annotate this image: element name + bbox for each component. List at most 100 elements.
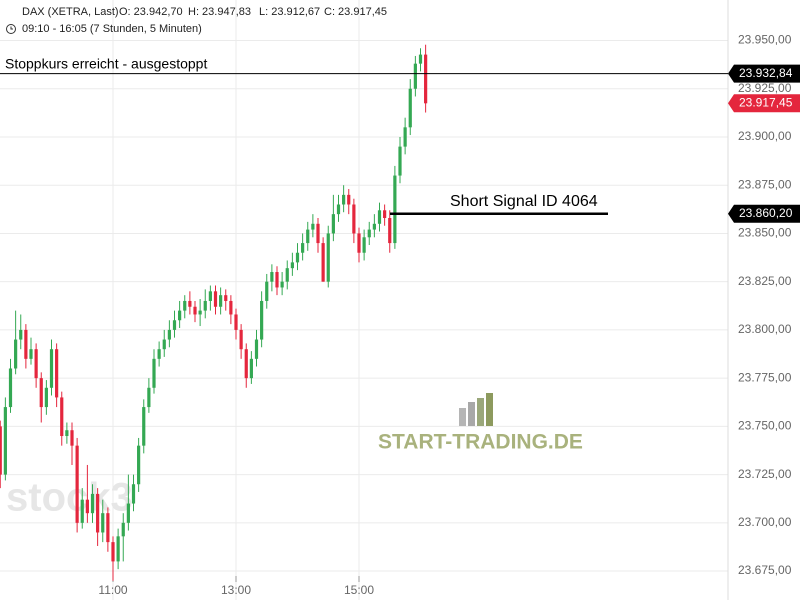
price-tag-label: 23.860,20 [739,206,793,220]
candle-body [85,499,89,514]
watermark-text: START-TRADING.DE [378,431,583,454]
y-tick-label: 23.875,00 [738,177,792,191]
x-tick-label: 15:00 [344,583,374,597]
candle-body [0,426,2,475]
candle-body [14,339,18,369]
watermark-logo [459,393,493,426]
candle-body [162,339,166,350]
candle-body [193,306,197,315]
candle-body [403,127,407,147]
clock-icon [6,24,16,34]
candle-body [101,513,105,533]
candle-body [29,349,33,359]
candle-body [178,310,182,321]
y-tick-label: 23.950,00 [738,33,792,47]
header-low: L: 23.912,67 [259,6,320,18]
candle-body [96,493,100,533]
candle-body [126,503,130,523]
candle-body [362,237,366,253]
candle-body [208,291,212,301]
candle-body [147,387,151,408]
candle-body [290,262,294,269]
candle-body [44,387,48,408]
y-tick-label: 23.900,00 [738,129,792,143]
candle-body [55,349,59,398]
candle-body [157,349,161,359]
header-high: H: 23.947,83 [188,6,251,18]
candle-body [388,218,392,244]
candle-body [19,329,23,340]
candle-body [198,310,202,315]
candle-body [203,300,207,311]
candle-body [75,445,79,523]
candle-body [152,358,156,388]
candle-body [49,349,54,388]
candle-body [183,300,187,311]
candle-body [306,229,310,244]
candle-body [393,175,397,244]
level-text: Stoppkurs erreicht - ausgestoppt [5,55,207,71]
candle-body [352,204,356,234]
grid [0,0,728,600]
logo-bar [468,402,475,426]
candle-body [167,329,171,340]
candle-body [424,54,428,104]
watermark-stock3: stock3 [6,476,133,520]
logo-bar [477,398,484,426]
candle-body [24,329,28,359]
candle-body [285,268,289,282]
header-session: 09:10 - 16:05 (7 Stunden, 5 Minuten) [22,23,202,35]
last-price-tag [728,94,800,113]
y-tick-label: 23.800,00 [738,322,792,336]
candle-body [8,368,13,408]
candle-body [408,88,412,128]
candle-body [229,300,233,315]
candle-body [301,243,305,253]
candle-body [418,54,423,64]
candle-body [80,499,84,523]
last-price-label: 23.917,45 [739,95,793,109]
spacer [4,4,14,16]
x-tick-label: 11:00 [98,583,127,597]
candle-body [70,430,74,446]
candle-body [377,210,382,224]
candle-body [219,295,223,307]
candle-body [137,445,141,485]
price-tag [728,64,800,83]
y-tick-label: 23.700,00 [738,515,792,529]
clock-hands [10,26,13,30]
candle-body [265,281,269,301]
candle-body [34,349,38,379]
candle-body [234,314,238,330]
candle-body [316,223,320,244]
logo-bar [459,408,466,426]
candle-body [60,397,64,437]
candle-body [224,295,228,301]
candle-body [342,194,346,205]
candle-body [244,349,248,379]
candle-body [275,272,279,288]
y-tick-label: 23.750,00 [738,419,792,433]
candle-body [254,339,259,359]
candle-body [188,300,192,307]
candle-body [280,281,284,288]
candle-body [106,513,110,543]
candle-body [311,223,315,230]
candle-body [249,358,253,379]
candle-body [331,214,335,234]
candle-body [121,522,125,537]
y-tick-label: 23.675,00 [738,563,792,577]
y-tick-label: 23.825,00 [738,274,792,288]
candle-body [413,63,417,89]
candle-body [321,243,325,282]
y-tick-label: 23.775,00 [738,370,792,384]
candle-body [336,204,341,215]
candle-body [3,407,7,475]
candle-body [383,210,387,219]
price-tag [728,204,800,223]
header-close: C: 23.917,45 [324,6,387,18]
candle-body [239,329,243,350]
candle-body [90,493,95,514]
candle-body [213,291,218,307]
y-tick-label: 23.925,00 [738,81,792,95]
